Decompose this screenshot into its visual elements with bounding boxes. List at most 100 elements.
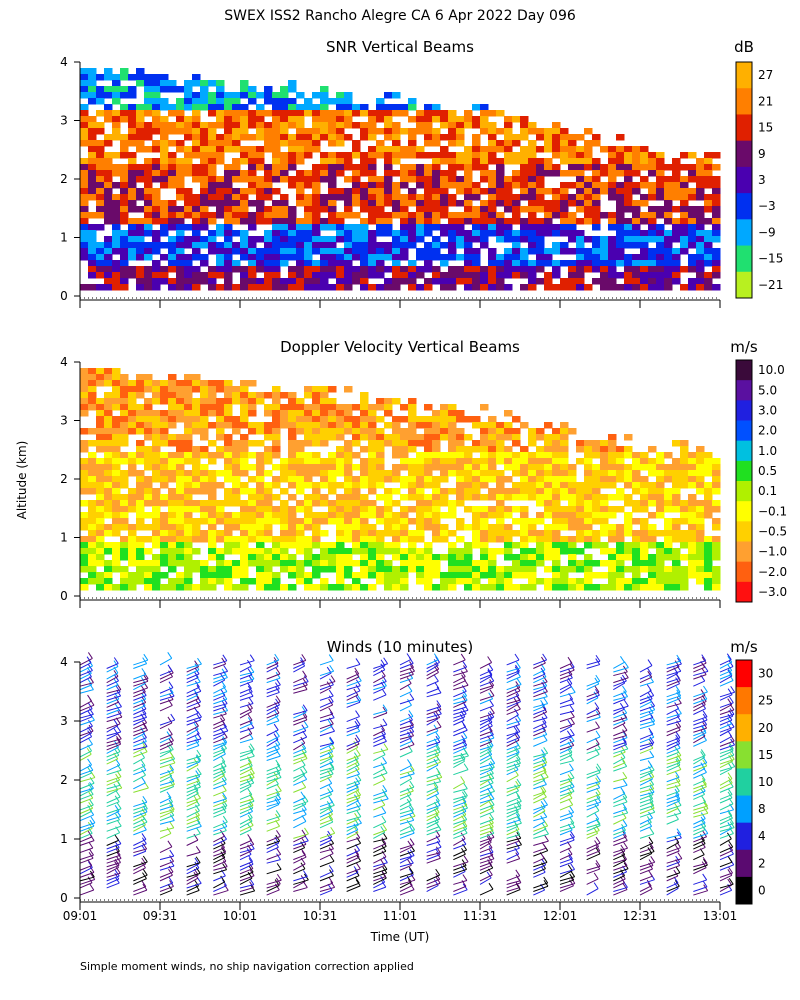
heatmap-cell bbox=[256, 188, 265, 195]
wind-barb bbox=[186, 760, 201, 765]
heatmap-cell bbox=[216, 422, 225, 429]
heatmap-cell bbox=[472, 206, 481, 213]
heatmap-cell bbox=[368, 452, 377, 459]
heatmap-cell bbox=[560, 128, 569, 135]
heatmap-cell bbox=[312, 218, 321, 225]
heatmap-cell bbox=[256, 164, 265, 171]
heatmap-cell bbox=[464, 434, 473, 441]
heatmap-cell bbox=[680, 470, 689, 477]
heatmap-cell bbox=[120, 278, 129, 285]
heatmap-cell bbox=[408, 470, 417, 477]
heatmap-cell bbox=[488, 434, 497, 441]
heatmap-cell bbox=[96, 248, 105, 255]
heatmap-cell bbox=[344, 254, 353, 261]
heatmap-cell bbox=[208, 488, 217, 495]
heatmap-cell bbox=[464, 470, 473, 477]
heatmap-cell bbox=[304, 440, 313, 447]
heatmap-cell bbox=[584, 218, 593, 225]
heatmap-cell bbox=[624, 434, 633, 441]
heatmap-cell bbox=[376, 464, 385, 471]
wind-barb-flag bbox=[142, 740, 148, 747]
heatmap-cell bbox=[344, 476, 353, 483]
wind-barb bbox=[186, 681, 201, 687]
heatmap-cell bbox=[160, 242, 169, 249]
heatmap-cell bbox=[680, 218, 689, 225]
heatmap-cell bbox=[600, 542, 609, 549]
heatmap-cell bbox=[360, 170, 369, 177]
heatmap-cell bbox=[96, 554, 105, 561]
heatmap-cell bbox=[152, 470, 161, 477]
heatmap-cell bbox=[504, 218, 513, 225]
heatmap-cell bbox=[280, 92, 289, 99]
heatmap-cell bbox=[224, 512, 233, 519]
heatmap-cell bbox=[288, 284, 297, 291]
heatmap-cell bbox=[104, 374, 113, 381]
wind-barb bbox=[79, 676, 92, 684]
heatmap-cell bbox=[200, 572, 209, 579]
wind-barb-flag bbox=[249, 665, 255, 673]
heatmap-cell bbox=[704, 452, 713, 459]
heatmap-cell bbox=[512, 134, 521, 141]
heatmap-cell bbox=[176, 146, 185, 153]
heatmap-cell bbox=[560, 422, 569, 429]
heatmap-cell bbox=[440, 284, 449, 291]
heatmap-cell bbox=[424, 194, 433, 201]
heatmap-cell bbox=[496, 110, 505, 117]
heatmap-cell bbox=[552, 200, 561, 207]
heatmap-cell bbox=[496, 434, 505, 441]
heatmap-cell bbox=[464, 194, 473, 201]
heatmap-cell bbox=[272, 404, 281, 411]
wind-barb bbox=[79, 865, 92, 871]
heatmap-cell bbox=[376, 506, 385, 513]
wind-barb bbox=[266, 665, 279, 673]
heatmap-cell bbox=[696, 554, 705, 561]
heatmap-cell bbox=[640, 518, 649, 525]
wind-barb-flag bbox=[221, 680, 226, 688]
heatmap-cell bbox=[672, 272, 681, 279]
heatmap-cell bbox=[696, 272, 705, 279]
wind-barb bbox=[213, 838, 227, 846]
heatmap-cell bbox=[544, 458, 553, 465]
heatmap-cell bbox=[456, 524, 465, 531]
heatmap-cell bbox=[288, 524, 297, 531]
wind-barb bbox=[213, 805, 228, 811]
heatmap-cell bbox=[408, 236, 417, 243]
heatmap-cell bbox=[256, 182, 265, 189]
heatmap-cell bbox=[328, 212, 337, 219]
heatmap-cell bbox=[608, 524, 617, 531]
heatmap-cell bbox=[208, 104, 217, 111]
heatmap-cell bbox=[176, 470, 185, 477]
wind-barb bbox=[186, 716, 202, 723]
heatmap-cell bbox=[680, 584, 689, 591]
wind-barb-flag bbox=[197, 657, 202, 665]
heatmap-cell bbox=[384, 470, 393, 477]
heatmap-cell bbox=[432, 506, 441, 513]
wind-barb bbox=[239, 820, 253, 829]
heatmap-cell bbox=[696, 518, 705, 525]
heatmap-cell bbox=[488, 548, 497, 555]
heatmap-cell bbox=[448, 116, 457, 123]
heatmap-cell bbox=[128, 404, 137, 411]
wind-barb bbox=[133, 663, 147, 669]
heatmap-cell bbox=[472, 134, 481, 141]
heatmap-cell bbox=[408, 398, 417, 405]
heatmap-cell bbox=[608, 194, 617, 201]
heatmap-cell bbox=[88, 404, 97, 411]
colorbar-label: −1.0 bbox=[758, 545, 787, 559]
heatmap-cell bbox=[256, 284, 265, 291]
heatmap-cell bbox=[632, 182, 641, 189]
heatmap-cell bbox=[264, 212, 273, 219]
wind-barb bbox=[159, 797, 172, 804]
heatmap-cell bbox=[200, 422, 209, 429]
wind-barb bbox=[213, 677, 228, 684]
heatmap-cell bbox=[640, 530, 649, 537]
heatmap-cell bbox=[272, 266, 281, 273]
heatmap-cell bbox=[656, 566, 665, 573]
heatmap-cell bbox=[560, 452, 569, 459]
heatmap-cell bbox=[640, 242, 649, 249]
wind-barb bbox=[186, 719, 201, 726]
heatmap-cell bbox=[440, 452, 449, 459]
heatmap-cell bbox=[144, 434, 153, 441]
heatmap-cell bbox=[496, 266, 505, 273]
heatmap-cell bbox=[592, 140, 601, 147]
